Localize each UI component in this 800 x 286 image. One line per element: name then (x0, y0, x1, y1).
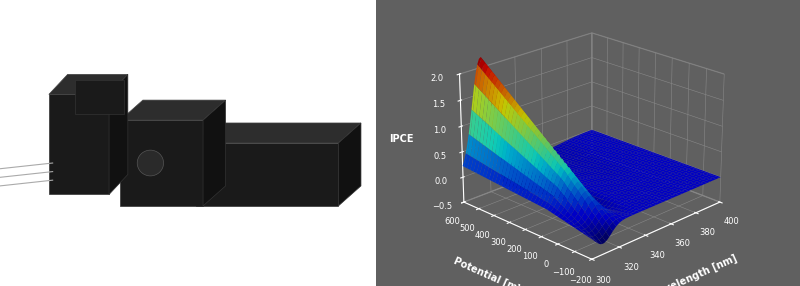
FancyBboxPatch shape (120, 120, 203, 206)
Y-axis label: Potential [mV]: Potential [mV] (452, 256, 530, 286)
X-axis label: Wavelength [nm]: Wavelength [nm] (648, 253, 738, 286)
Polygon shape (49, 74, 128, 94)
Polygon shape (109, 74, 128, 194)
Polygon shape (195, 123, 361, 143)
Ellipse shape (138, 150, 163, 176)
Polygon shape (203, 100, 226, 206)
Polygon shape (338, 123, 361, 206)
FancyBboxPatch shape (75, 80, 124, 114)
Polygon shape (120, 100, 226, 120)
FancyBboxPatch shape (49, 94, 109, 194)
FancyBboxPatch shape (195, 143, 338, 206)
